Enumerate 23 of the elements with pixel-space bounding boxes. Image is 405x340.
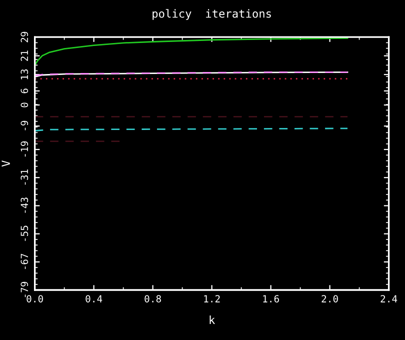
- x-tick-label: 0.8: [144, 295, 161, 302]
- x-tick-label: 0.4: [86, 295, 102, 302]
- x-tick-label: 0.0: [26, 295, 43, 302]
- line-series: [34, 38, 348, 66]
- x-tick-label: 2.0: [322, 295, 338, 302]
- y-tick-label: 13: [20, 69, 28, 80]
- y-tick-label: 21: [20, 50, 28, 61]
- y-tick-label: 29: [20, 32, 28, 42]
- y-tick-label: -19: [20, 141, 28, 157]
- x-tick-label: 1.2: [204, 295, 220, 302]
- x-axis-title: k: [210, 316, 215, 324]
- y-tick-label: -31: [20, 169, 28, 185]
- y-tick-label: -79: [20, 282, 28, 298]
- y-tick-label: -55: [20, 226, 28, 241]
- x-tick-label: 1.6: [263, 295, 279, 302]
- chart-title: policy iterations: [152, 9, 271, 20]
- y-tick-label: 6: [20, 88, 28, 94]
- y-axis-title: V: [2, 160, 10, 167]
- x-tick-label: 2.4: [380, 295, 398, 302]
- y-tick-label: -67: [20, 254, 28, 269]
- y-tick-label: -9: [20, 120, 28, 130]
- y-tick-label: -43: [20, 198, 28, 213]
- y-tick-label: 0: [20, 102, 28, 108]
